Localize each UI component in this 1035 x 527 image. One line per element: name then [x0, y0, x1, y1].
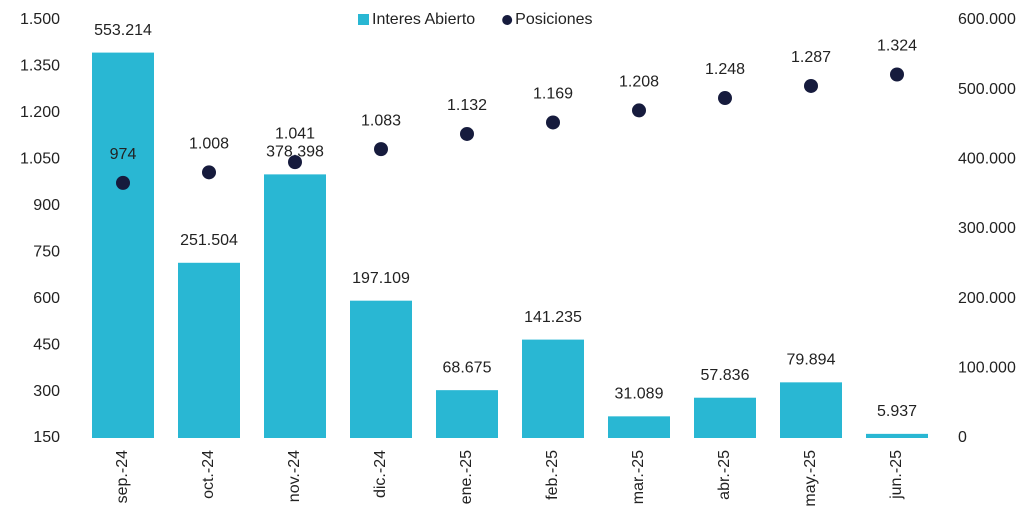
point-value-label: 1.083: [361, 112, 401, 129]
bar-value-label: 68.675: [443, 359, 492, 376]
point: [288, 155, 302, 170]
bar-value-label: 141.235: [524, 309, 582, 326]
point: [804, 78, 818, 93]
point: [632, 103, 646, 118]
bar: [436, 390, 498, 438]
y-tick-label: 300: [33, 383, 60, 400]
point-value-label: 1.248: [705, 61, 745, 78]
point-value-label: 1.008: [189, 136, 229, 153]
point-value-label: 1.132: [447, 97, 487, 114]
point-value-label: 1.287: [791, 49, 831, 66]
bar-value-label: 57.836: [701, 367, 750, 384]
y2-tick-label: 500.000: [958, 81, 1016, 98]
bar-value-label: 553.214: [94, 22, 152, 39]
bar: [264, 174, 326, 438]
bar-value-label: 31.089: [615, 386, 664, 403]
point: [116, 175, 130, 190]
point: [374, 142, 388, 157]
x-tick-label: abr.-25: [716, 450, 733, 500]
y-tick-label: 900: [33, 197, 60, 214]
bar: [92, 52, 154, 439]
y-tick-label: 1.200: [20, 104, 60, 121]
legend-swatch: [358, 14, 369, 25]
point: [460, 126, 474, 141]
y-tick-label: 600: [33, 290, 60, 307]
bar-value-label: 5.937: [877, 403, 917, 420]
y-tick-label: 1.350: [20, 58, 60, 75]
bar-value-label: 251.504: [180, 232, 238, 249]
bar: [608, 416, 670, 438]
legend-label: Interes Abierto: [372, 11, 475, 28]
y2-tick-label: 0: [958, 429, 967, 446]
y2-tick-label: 100.000: [958, 360, 1016, 377]
y-tick-label: 1.500: [20, 11, 60, 28]
x-tick-label: oct.-24: [200, 450, 217, 499]
bar: [522, 339, 584, 438]
y2-tick-label: 600.000: [958, 11, 1016, 28]
legend-swatch: [502, 15, 513, 25]
x-tick-label: dic.-24: [372, 450, 389, 498]
point: [890, 67, 904, 82]
point-value-label: 1.324: [877, 38, 917, 55]
y-tick-label: 450: [33, 336, 60, 353]
x-tick-label: jun.-25: [888, 450, 905, 500]
y-tick-label: 150: [33, 429, 60, 446]
point-value-label: 1.208: [619, 74, 659, 91]
y-tick-label: 750: [33, 243, 60, 260]
x-tick-label: ene.-25: [458, 450, 475, 504]
point: [546, 115, 560, 130]
x-tick-label: may.-25: [802, 450, 819, 507]
y2-tick-label: 200.000: [958, 290, 1016, 307]
y-tick-label: 1.050: [20, 151, 60, 168]
point-value-label: 1.041: [275, 125, 315, 142]
y2-tick-label: 400.000: [958, 151, 1016, 168]
x-tick-label: sep.-24: [114, 450, 131, 503]
x-tick-label: nov.-24: [286, 450, 303, 502]
bar: [178, 262, 240, 438]
bar: [350, 300, 412, 438]
point: [202, 165, 216, 180]
point-value-label: 1.169: [533, 86, 573, 103]
y2-tick-label: 300.000: [958, 220, 1016, 237]
bar-value-label: 79.894: [787, 352, 836, 369]
x-tick-label: mar.-25: [630, 450, 647, 504]
bar: [780, 382, 842, 438]
legend-label: Posiciones: [515, 11, 592, 28]
bar-value-label: 197.109: [352, 270, 410, 287]
point: [718, 91, 732, 106]
bar-value-label: 378.398: [266, 144, 324, 161]
point-value-label: 974: [110, 146, 137, 163]
x-tick-label: feb.-25: [544, 450, 561, 500]
bar: [866, 433, 928, 438]
bar: [694, 397, 756, 438]
